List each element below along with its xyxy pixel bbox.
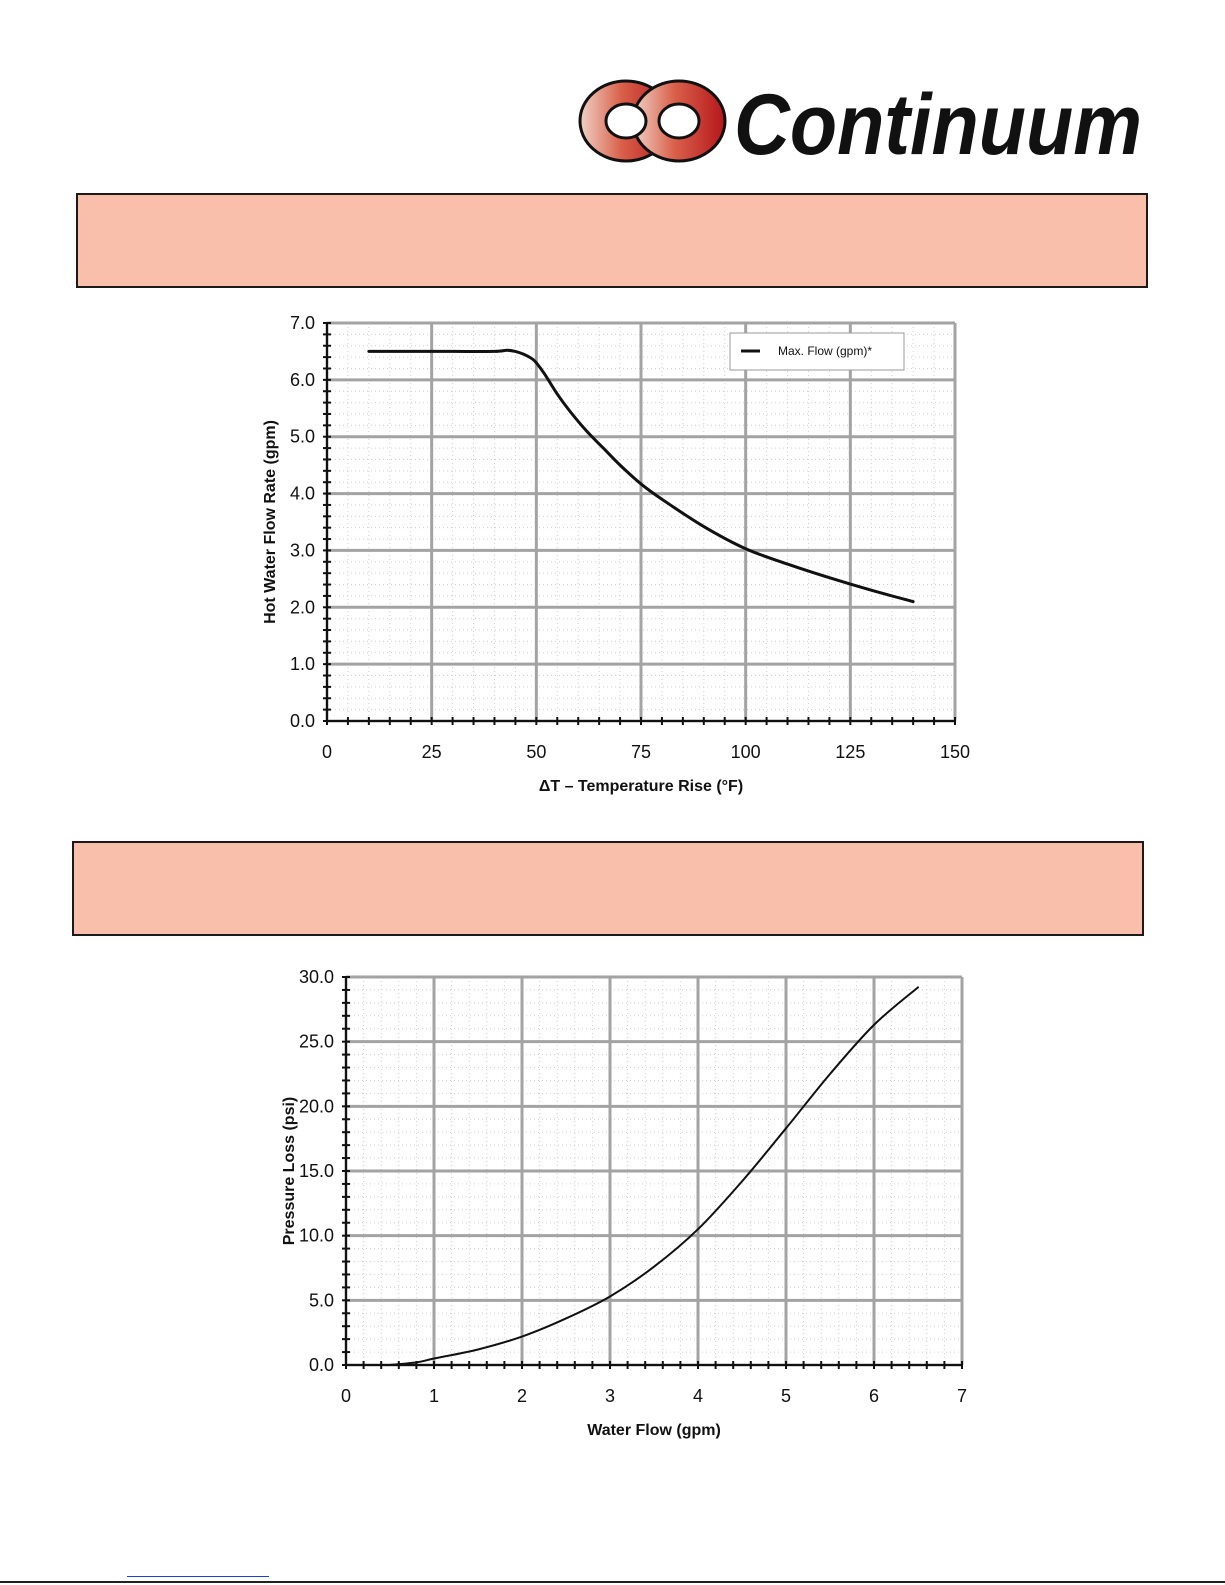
y-tick-label: 25.0: [299, 1032, 334, 1052]
x-tick-label: 125: [835, 742, 865, 762]
pressure-loss-chart-svg: 0 1 2 3 4 5 6 7 0.0 5.0 10.0 15.0 20.0 25.0 30.0 Water …: [281, 967, 967, 1439]
y-tick-label: 30.0: [299, 967, 334, 987]
section-banner-flow: [76, 193, 1148, 288]
footer-rule: [0, 1581, 1225, 1583]
x-tick-label: 150: [940, 742, 970, 762]
x-tick-label: 6: [869, 1386, 879, 1406]
x-tick-label: 1: [429, 1386, 439, 1406]
x-axis-title: ΔT – Temperature Rise (°F): [539, 778, 743, 795]
flow-rate-chart: 0 25 50 75 100 125 150 0.0 1.0 2.0 3.0 4.0 5.0 6.0 7.0…: [0, 300, 1225, 820]
y-tick-label: 0.0: [309, 1355, 334, 1375]
x-tick-label: 50: [526, 742, 546, 762]
y-tick-label: 15.0: [299, 1161, 334, 1181]
y-tick-label: 3.0: [290, 540, 315, 560]
x-tick-label: 3: [605, 1386, 615, 1406]
y-tick-label: 1.0: [290, 654, 315, 674]
y-tick-label: 2.0: [290, 597, 315, 617]
x-axis-title: Water Flow (gpm): [587, 1422, 721, 1439]
continuum-logo: Continuum: [576, 72, 1148, 168]
series-line: [367, 348, 915, 604]
x-tick-label: 5: [781, 1386, 791, 1406]
y-axis-title: Pressure Loss (psi): [281, 1097, 298, 1246]
x-tick-label: 4: [693, 1386, 703, 1406]
footer-link-underline: [127, 1576, 269, 1577]
x-tick-label: 25: [422, 742, 442, 762]
y-tick-label: 5.0: [309, 1290, 334, 1310]
x-tick-label: 100: [731, 742, 761, 762]
pressure-loss-chart: 0 1 2 3 4 5 6 7 0.0 5.0 10.0 15.0 20.0 25.0 30.0 Water …: [0, 950, 1225, 1450]
x-tick-label: 2: [517, 1386, 527, 1406]
y-tick-label: 10.0: [299, 1226, 334, 1246]
y-tick-label: 4.0: [290, 484, 315, 504]
y-axis-title: Hot Water Flow Rate (gpm): [262, 420, 279, 624]
logo-wordmark: Continuum: [734, 77, 1142, 168]
legend-entry-max-flow: Max. Flow (gpm)*: [778, 344, 872, 358]
flow-rate-chart-svg: 0 25 50 75 100 125 150 0.0 1.0 2.0 3.0 4.0 5.0 6.0 7.0…: [262, 313, 970, 795]
y-tick-label: 0.0: [290, 711, 315, 731]
y-tick-label: 7.0: [290, 313, 315, 333]
x-tick-label: 0: [322, 742, 332, 762]
x-tick-label: 7: [957, 1386, 967, 1406]
chart-legend: Max. Flow (gpm)*: [729, 332, 905, 371]
y-tick-label: 20.0: [299, 1096, 334, 1116]
y-tick-label: 5.0: [290, 427, 315, 447]
x-tick-label: 0: [341, 1386, 351, 1406]
series-line: [389, 986, 919, 1366]
x-tick-label: 75: [631, 742, 651, 762]
logo-mark: Continuum: [578, 77, 1142, 168]
y-tick-label: 6.0: [290, 370, 315, 390]
section-banner-pressure: [72, 841, 1144, 936]
